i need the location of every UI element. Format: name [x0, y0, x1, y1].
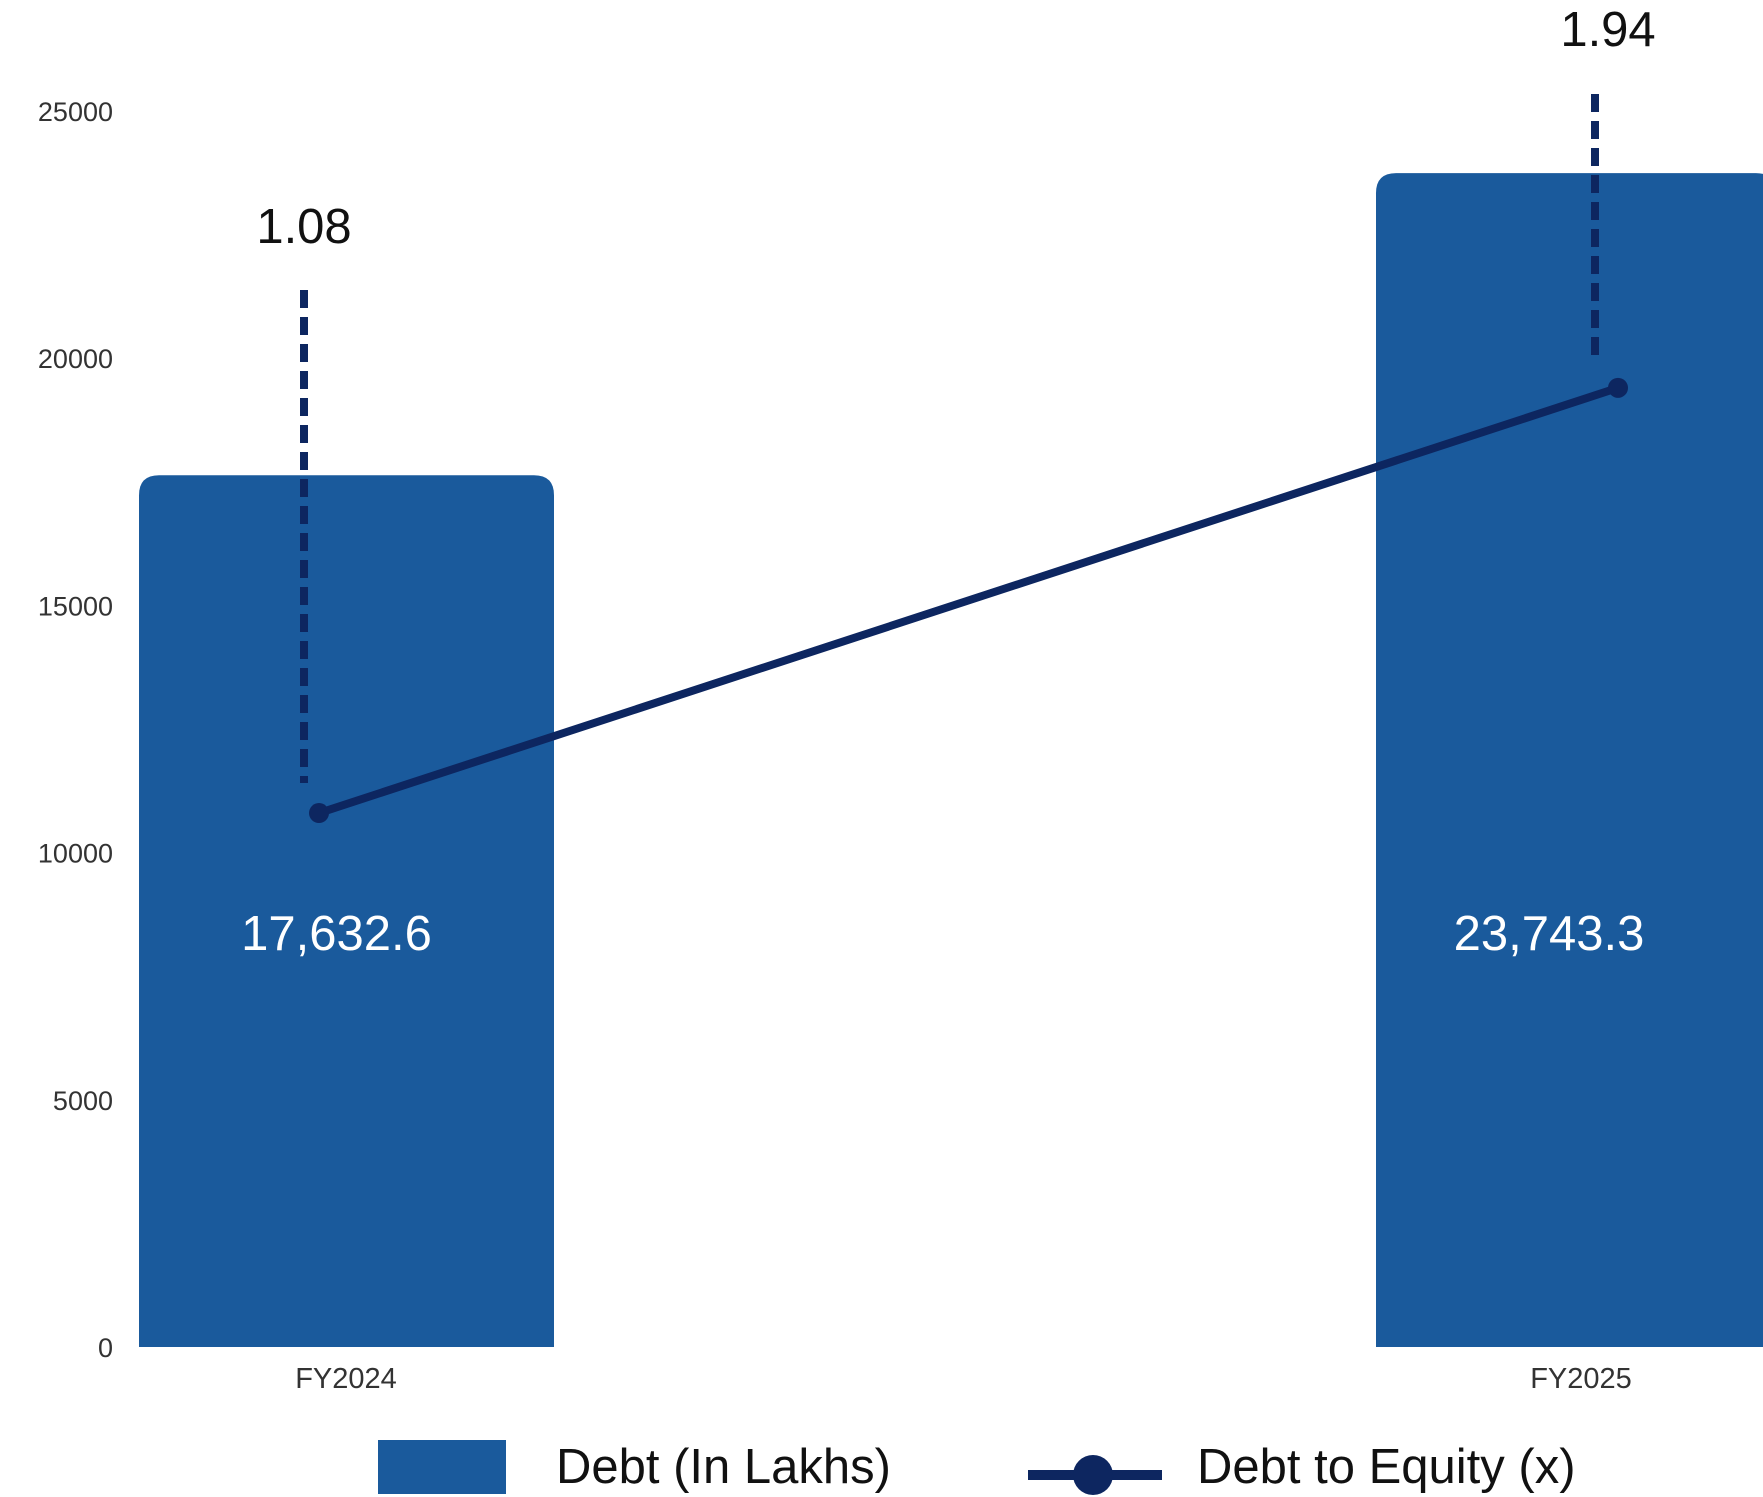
line-series: [309, 377, 1628, 824]
legend-swatch-debt: [378, 1440, 506, 1494]
y-tick-label: 5000: [53, 1086, 113, 1116]
bar-series: [139, 173, 1763, 1347]
bar-fy2024: [139, 475, 554, 1347]
bar-fy2025: [1376, 173, 1763, 1347]
x-tick-label: FY2024: [295, 1363, 397, 1395]
ratio-line: [317, 384, 1620, 817]
y-tick-label: 15000: [38, 591, 113, 621]
ratio-value-labels: 1.08 1.94: [256, 3, 1655, 254]
y-tick-label: 20000: [38, 344, 113, 374]
ratio-marker: [309, 803, 329, 824]
ratio-leader-lines: [300, 94, 1599, 784]
x-tick-label: FY2025: [1530, 1363, 1632, 1395]
y-tick-label: 10000: [38, 839, 113, 869]
ratio-value-label: 1.08: [256, 200, 351, 254]
bar-value-labels: 17,632.6 23,743.3: [241, 907, 1644, 961]
legend: Debt (In Lakhs) Debt to Equity (x): [378, 1440, 1576, 1495]
y-axis: 0 5000 10000 15000 20000 25000: [38, 97, 113, 1363]
ratio-value-label: 1.94: [1560, 3, 1655, 57]
legend-label-debt: Debt (In Lakhs): [556, 1440, 891, 1494]
bar-value-label: 23,743.3: [1454, 907, 1645, 961]
y-tick-label: 25000: [38, 97, 113, 127]
bar-value-label: 17,632.6: [241, 907, 432, 961]
ratio-marker: [1608, 377, 1628, 398]
x-axis: FY2024 FY2025: [295, 1363, 1632, 1395]
legend-swatch-marker: [1073, 1455, 1113, 1495]
y-tick-label: 0: [98, 1333, 113, 1363]
legend-label-ratio: Debt to Equity (x): [1197, 1440, 1576, 1494]
